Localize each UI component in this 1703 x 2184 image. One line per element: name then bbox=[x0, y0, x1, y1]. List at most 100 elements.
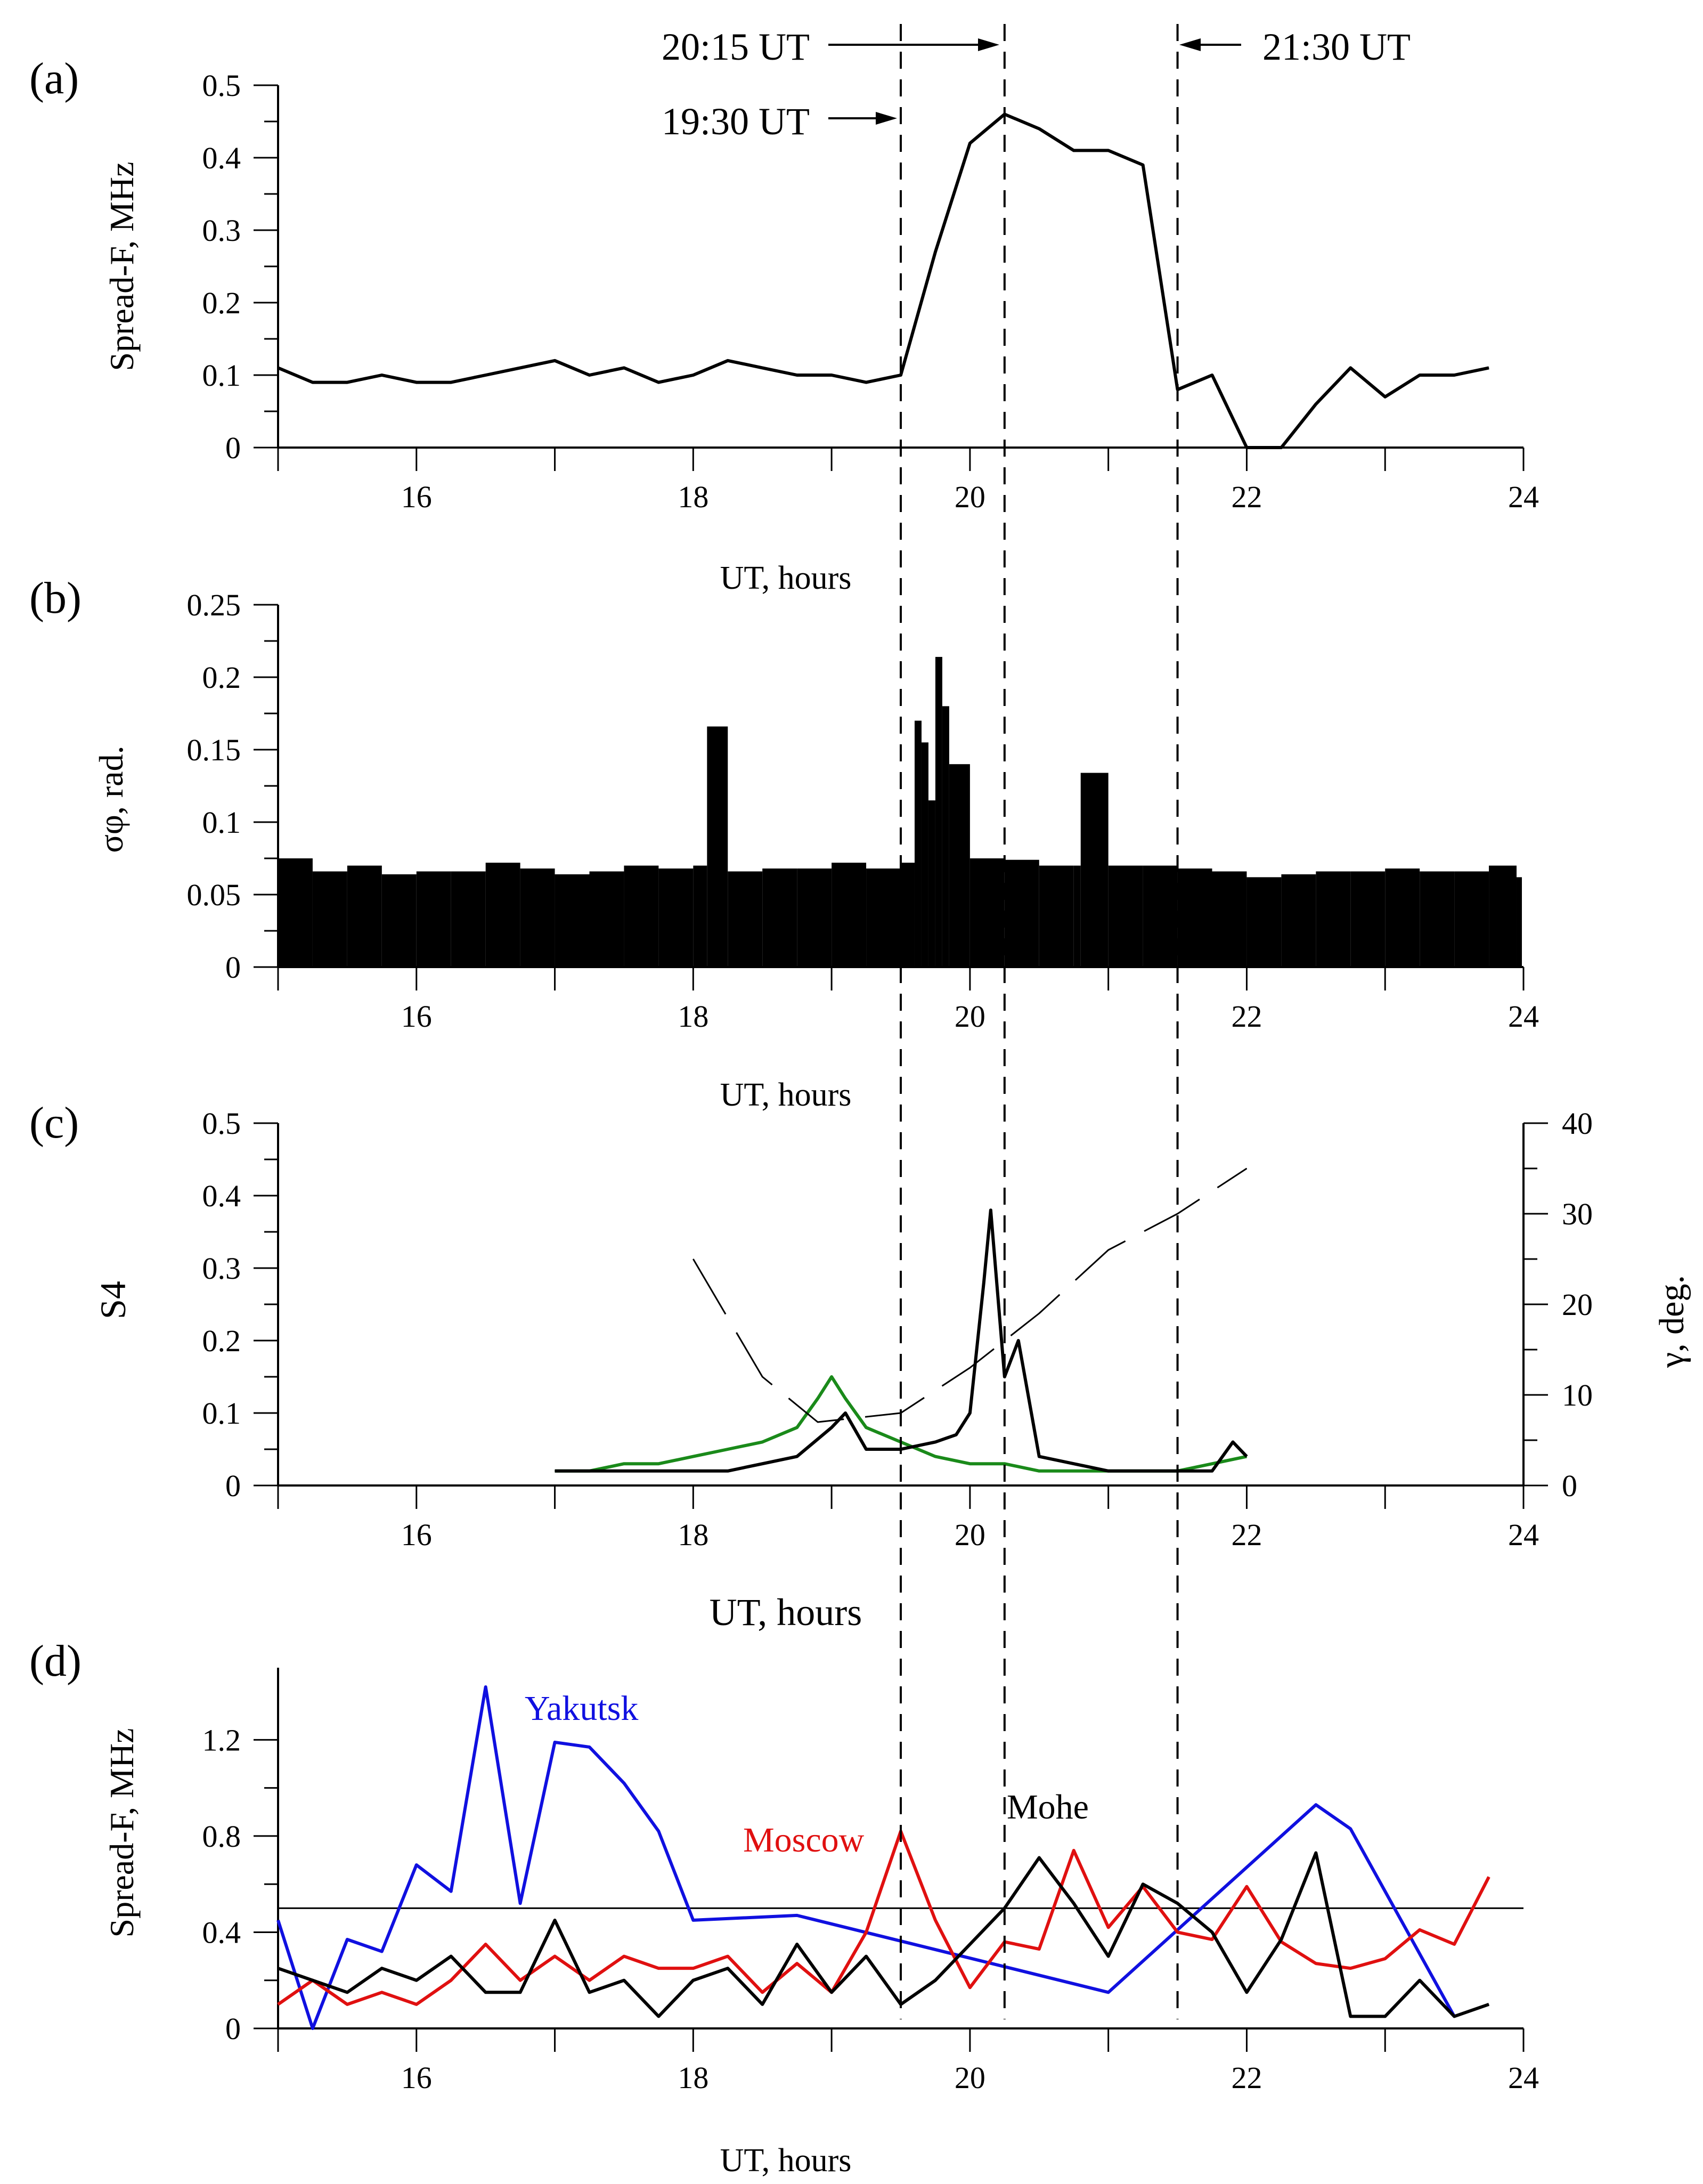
y-tick-label: 0.15 bbox=[187, 733, 241, 767]
bar bbox=[1177, 868, 1212, 967]
xlabel-c: UT, hours bbox=[710, 1591, 862, 1634]
x-tick-label: 18 bbox=[678, 480, 708, 514]
x-tick-label: 22 bbox=[1231, 999, 1262, 1034]
panel-label-a: (a) bbox=[29, 54, 79, 103]
x-tick-label: 24 bbox=[1508, 999, 1539, 1034]
annotation-arrow-1930 bbox=[828, 112, 897, 125]
series-line-- bbox=[692, 1167, 1248, 1423]
y2-tick-label: 0 bbox=[1562, 1468, 1577, 1503]
series-label-yakutsk: Yakutsk bbox=[525, 1689, 638, 1728]
bar bbox=[901, 863, 915, 967]
y-tick-label: 1.2 bbox=[202, 1723, 241, 1757]
bar bbox=[921, 742, 928, 967]
data-point bbox=[969, 1987, 971, 1988]
y2label-c: γ, deg. bbox=[1652, 1275, 1691, 1368]
data-point bbox=[762, 1992, 763, 1993]
bar bbox=[1517, 877, 1522, 967]
data-point bbox=[416, 382, 417, 383]
panel-label-d: (d) bbox=[29, 1636, 82, 1686]
data-point bbox=[485, 375, 486, 376]
data-point bbox=[1384, 396, 1386, 397]
bar bbox=[381, 874, 417, 967]
panel-d: (d) Spread-F, MHz UT, hours Yakutsk Mosc… bbox=[29, 1636, 1089, 2179]
x-tick-label: 24 bbox=[1508, 2060, 1539, 2095]
y-tick-label: 0.4 bbox=[202, 1179, 241, 1213]
bar bbox=[949, 764, 970, 967]
data-point bbox=[312, 2028, 313, 2029]
y-tick-label: 0 bbox=[225, 2011, 241, 2046]
data-point bbox=[692, 1259, 694, 1260]
panel-a: (a) Spread-F, MHz UT, hours 20:15 UT 19:… bbox=[29, 26, 1411, 596]
data-point bbox=[969, 1412, 971, 1414]
xlabel-b: UT, hours bbox=[720, 1077, 852, 1113]
data-point bbox=[990, 1209, 991, 1211]
y-tick-label: 0.2 bbox=[202, 660, 241, 695]
y-tick-label: 0.8 bbox=[202, 1819, 241, 1854]
annotation-2015: 20:15 UT bbox=[662, 26, 810, 68]
data-point bbox=[589, 1992, 590, 1993]
y2-tick-label: 20 bbox=[1562, 1287, 1593, 1322]
data-point bbox=[1350, 1968, 1351, 1969]
data-point bbox=[381, 1951, 382, 1952]
bar bbox=[520, 868, 555, 967]
y-tick-label: 0 bbox=[225, 1468, 241, 1503]
plot-area-2 bbox=[254, 1122, 1548, 1509]
y-tick-label: 0.4 bbox=[202, 141, 241, 175]
x-tick-label: 20 bbox=[955, 480, 985, 514]
series-line-spread-f bbox=[277, 112, 1489, 449]
x-tick-label: 22 bbox=[1231, 2060, 1262, 2095]
data-point bbox=[589, 375, 590, 376]
data-point bbox=[1454, 2016, 1455, 2017]
plot-area-1 bbox=[254, 604, 1525, 990]
data-point bbox=[1108, 1992, 1109, 1993]
series-line-yakutsk bbox=[276, 1685, 1456, 2030]
bar bbox=[1385, 868, 1420, 967]
y-tick-label: 0.2 bbox=[202, 1324, 241, 1358]
x-tick-label: 18 bbox=[678, 2060, 708, 2095]
plot-area-3 bbox=[254, 1668, 1525, 2052]
data-point bbox=[983, 1282, 984, 1283]
data-point bbox=[658, 382, 659, 383]
annotation-arrow-2015 bbox=[828, 38, 999, 51]
data-point bbox=[866, 1449, 867, 1450]
y-tick-label: 0 bbox=[225, 431, 241, 465]
data-point bbox=[1384, 2016, 1386, 2017]
ylabel-d: Spread-F, MHz bbox=[103, 1728, 141, 1937]
x-tick-label: 24 bbox=[1508, 1517, 1539, 1552]
bar bbox=[942, 706, 949, 967]
panel-b: (b) σφ, rad. UT, hours bbox=[29, 573, 851, 1113]
bar bbox=[935, 656, 942, 967]
series-line-moscow bbox=[277, 1829, 1490, 2006]
y-tick-label: 0.1 bbox=[202, 805, 241, 840]
ylabel-c: S4 bbox=[93, 1281, 133, 1319]
plot-layer: 16 18 20 22 24 0 0.1 0.2 0.3 0.4 0.5 16 18 20 22 24 0 0.0… bbox=[187, 24, 1593, 2095]
bar bbox=[624, 865, 659, 967]
bar bbox=[416, 871, 451, 967]
bar bbox=[797, 868, 832, 967]
data-point bbox=[485, 1992, 486, 1993]
x-tick-label: 16 bbox=[401, 999, 432, 1034]
y-tick-label: 0.2 bbox=[202, 286, 241, 320]
panel-c: (c) S4 γ, deg. UT, hours bbox=[29, 1098, 1691, 1634]
series-line-mohe bbox=[278, 1851, 1490, 2018]
data-point bbox=[1108, 1927, 1109, 1928]
data-point bbox=[658, 2016, 659, 2017]
x-tick-label: 20 bbox=[955, 1517, 985, 1552]
y2-tick-label: 40 bbox=[1562, 1106, 1593, 1141]
bar bbox=[1004, 859, 1039, 967]
data-point bbox=[1177, 1903, 1178, 1904]
data-point bbox=[866, 1931, 867, 1933]
x-tick-label: 16 bbox=[401, 480, 432, 514]
annotation-1930: 19:30 UT bbox=[662, 100, 810, 143]
x-tick-label: 16 bbox=[401, 2060, 432, 2095]
bar bbox=[278, 858, 313, 967]
y2-tick-label: 30 bbox=[1562, 1197, 1593, 1231]
data-point bbox=[692, 1968, 694, 1969]
data-point bbox=[1108, 1249, 1109, 1251]
bar bbox=[1212, 871, 1247, 967]
data-point bbox=[1281, 1939, 1282, 1940]
data-point bbox=[1177, 1931, 1178, 1933]
data-point bbox=[381, 1992, 382, 1993]
data-point bbox=[1108, 150, 1109, 151]
